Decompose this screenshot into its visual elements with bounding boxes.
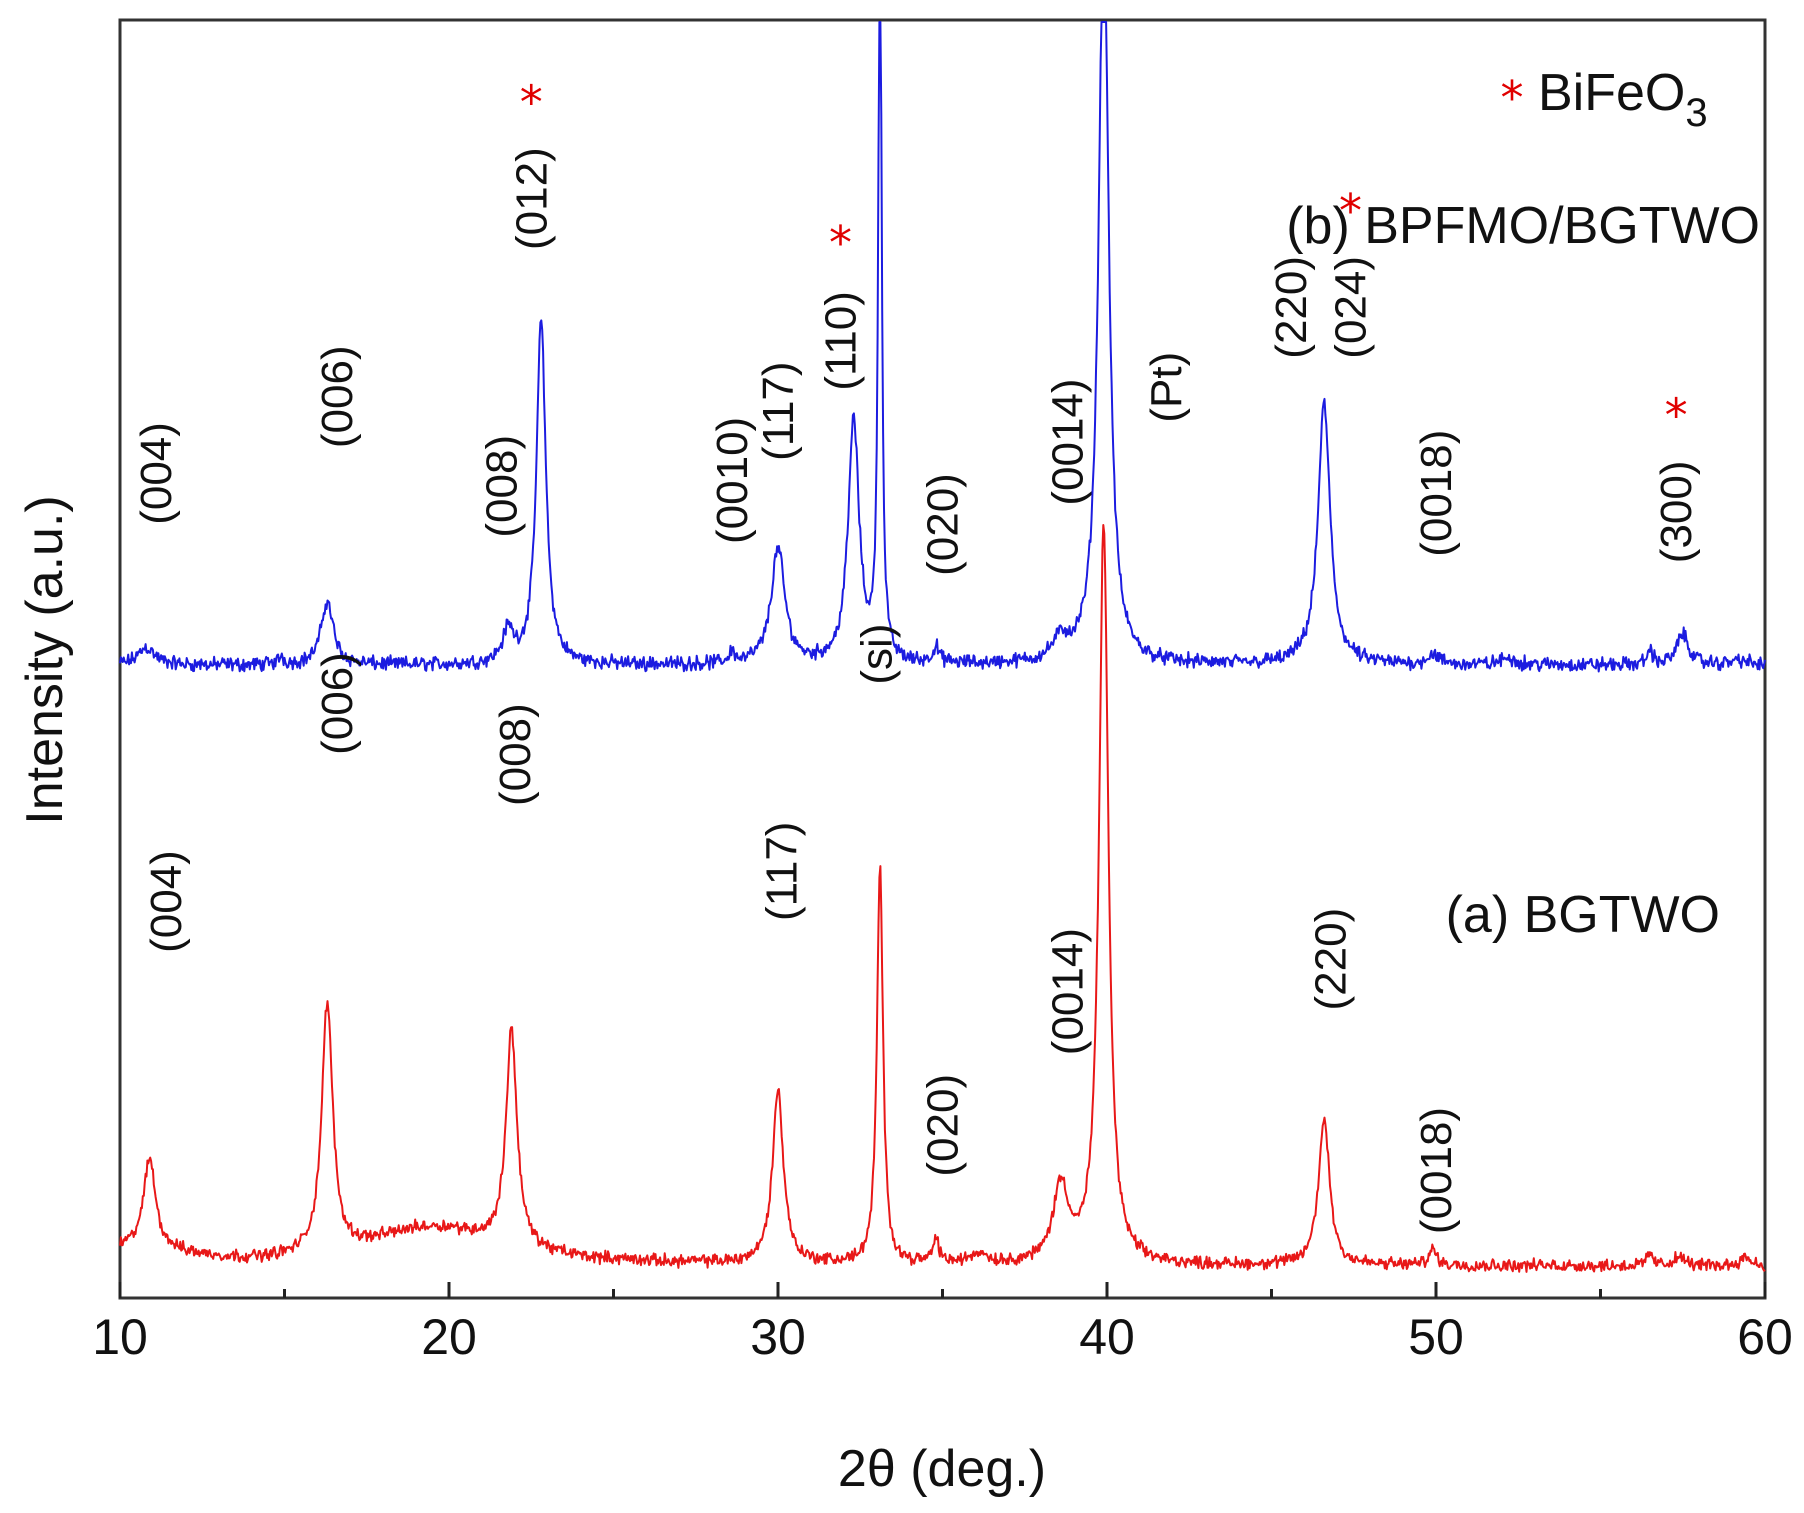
series-line-bpfmo-bgtwo — [119, 21, 1766, 673]
x-tick-label-60: 60 — [1737, 1309, 1793, 1365]
peak-label-a-006: (006) — [313, 652, 362, 755]
legend: * BiFeO3 — [1501, 64, 1708, 135]
series-b-label: (b) BPFMO/BGTWO — [1286, 197, 1760, 255]
legend-label-subscript: 3 — [1685, 91, 1707, 135]
peak-label-b-110: (110) — [817, 291, 866, 390]
peak-label-b-004: (004) — [132, 422, 181, 525]
legend-label-main: BiFeO — [1538, 64, 1685, 122]
legend-star-marker: * — [1501, 71, 1524, 125]
peak-label-a-004: (004) — [142, 850, 191, 953]
peak-label-b-020: (020) — [919, 473, 968, 576]
series-a-label: (a) BGTWO — [1446, 886, 1720, 944]
x-tick-label-10: 10 — [92, 1309, 148, 1365]
x-tick-label-50: 50 — [1408, 1309, 1464, 1365]
peak-labels: (004)(006)(008)(012)*(0010)(117)(110)*(0… — [132, 76, 1701, 1235]
peak-label-b-Pt: (Pt) — [1142, 352, 1191, 423]
y-axis-title: Intensity (a.u.) — [16, 495, 74, 824]
peak-label-b-024: (024) — [1327, 256, 1376, 359]
peak-label-a-220: (220) — [1307, 908, 1356, 1011]
bifeo3-star-marker: * — [1665, 389, 1688, 443]
peak-label-b-0014: (0014) — [1044, 378, 1093, 505]
peak-label-a-si: (si) — [853, 624, 902, 685]
series-line-bgtwo — [119, 524, 1766, 1273]
bifeo3-star-marker: * — [520, 76, 543, 130]
peak-label-a-117: (117) — [757, 822, 806, 921]
series-layer — [119, 21, 1766, 1273]
peak-label-a-0018: (0018) — [1412, 1107, 1461, 1234]
peak-label-b-008: (008) — [478, 435, 527, 538]
x-tick-label-40: 40 — [1079, 1309, 1135, 1365]
x-axis-ticks: 10 20 30 40 50 60 — [92, 1282, 1793, 1365]
peak-label-b-300: (300) — [1652, 460, 1701, 563]
x-tick-label-30: 30 — [750, 1309, 806, 1365]
peak-label-b-006: (006) — [313, 345, 362, 448]
peak-label-a-020: (020) — [919, 1074, 968, 1177]
peak-label-a-0014: (0014) — [1044, 928, 1093, 1055]
peak-label-b-012: (012) — [507, 147, 556, 250]
peak-label-b-220: (220) — [1267, 256, 1316, 359]
peak-label-b-117: (117) — [754, 361, 803, 460]
legend-label: BiFeO3 — [1538, 64, 1708, 135]
x-tick-label-20: 20 — [421, 1309, 477, 1365]
peak-label-b-0010: (0010) — [708, 417, 757, 544]
bifeo3-star-marker: * — [1339, 184, 1362, 238]
peak-label-b-0018: (0018) — [1412, 430, 1461, 557]
bifeo3-star-marker: * — [829, 216, 852, 270]
peak-label-a-008: (008) — [491, 703, 540, 806]
x-axis-title: 2θ (deg.) — [838, 1440, 1046, 1498]
